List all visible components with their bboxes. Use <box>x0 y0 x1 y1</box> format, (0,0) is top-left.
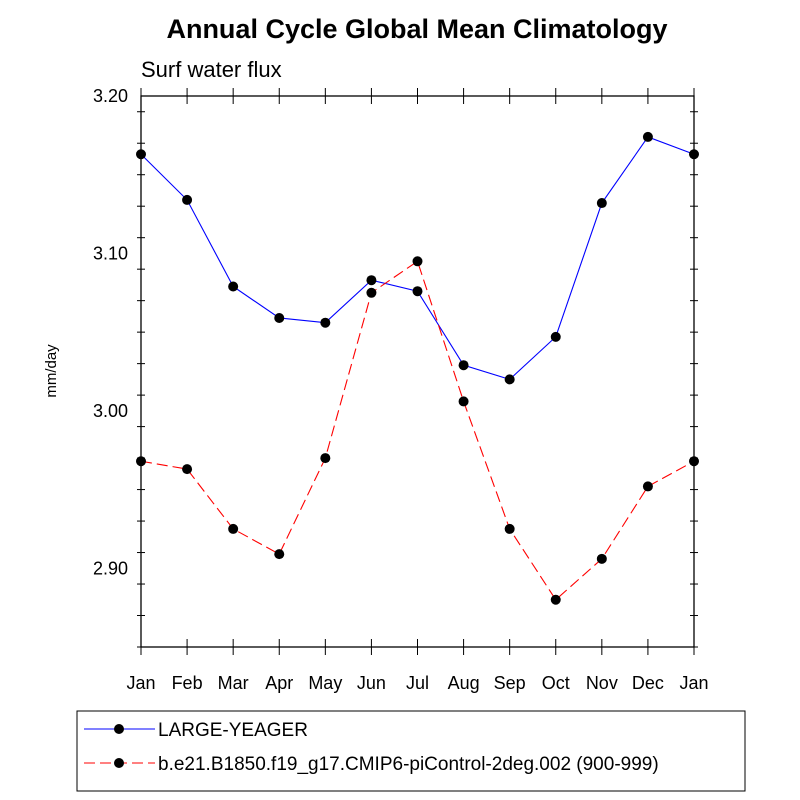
series-2-point <box>274 549 285 560</box>
x-tick-label: Jan <box>679 673 708 693</box>
x-tick-label: Oct <box>542 673 570 693</box>
series-2-point <box>689 456 699 467</box>
legend-label-2: b.e21.B1850.f19_g17.CMIP6-piControl-2deg… <box>158 754 659 775</box>
series-2-point <box>320 453 331 464</box>
series-2-point <box>412 256 423 267</box>
series-1-point <box>550 331 561 342</box>
series-1-point <box>274 312 285 323</box>
series-2-point <box>596 553 607 564</box>
series-1-point <box>689 149 699 160</box>
series-2-point <box>642 481 653 492</box>
series-1-point <box>136 149 146 160</box>
series-2-point <box>228 523 239 534</box>
x-tick-label: Jun <box>357 673 386 693</box>
y-tick-label: 2.90 <box>93 558 128 578</box>
series-2-point <box>550 594 561 605</box>
series-1-point <box>458 360 469 371</box>
chart-subtitle: Surf water flux <box>141 57 282 82</box>
x-tick-label: Jan <box>126 673 155 693</box>
x-tick-label: Nov <box>586 673 618 693</box>
x-tick-label: Feb <box>172 673 203 693</box>
series-1-point <box>182 194 193 205</box>
x-tick-label: Mar <box>218 673 249 693</box>
x-tick-label: Dec <box>632 673 664 693</box>
series-2-point <box>458 396 469 407</box>
series-2-point <box>182 464 193 475</box>
series-1-point <box>228 281 239 292</box>
legend-label-1: LARGE-YEAGER <box>158 720 308 741</box>
x-tick-label: Aug <box>448 673 480 693</box>
y-axis-label: mm/day <box>43 344 60 398</box>
x-tick-label: Apr <box>265 673 293 693</box>
plot-area: 2.90 3.00 3.10 3.20 Jan Feb Mar Apr May Jun Jul Aug… <box>93 86 709 693</box>
series-2-point <box>136 456 146 467</box>
chart-title: Annual Cycle Global Mean Climatology <box>166 14 667 44</box>
series-1-point <box>642 131 653 142</box>
y-tick-label: 3.20 <box>93 86 128 106</box>
series-1-point <box>596 198 607 209</box>
series-1-point <box>412 286 423 297</box>
series-2-point <box>366 287 377 298</box>
series-line-2 <box>140 260 695 601</box>
x-tick-label: Sep <box>494 673 526 693</box>
x-tick-label: May <box>308 673 342 693</box>
series-1-point <box>366 275 377 286</box>
x-tick-label: Jul <box>406 673 429 693</box>
series-2-point <box>504 523 515 534</box>
y-tick-label: 3.00 <box>93 401 128 421</box>
y-tick-label: 3.10 <box>93 243 128 263</box>
legend: LARGE-YEAGER b.e21.B1850.f19_g17.CMIP6-pi… <box>76 710 746 792</box>
legend-marker-1 <box>114 724 124 734</box>
legend-box <box>76 710 746 792</box>
plot-frame <box>140 95 695 648</box>
series-1-point <box>504 374 515 385</box>
legend-marker-2 <box>114 758 124 768</box>
series-1-point <box>320 317 331 328</box>
